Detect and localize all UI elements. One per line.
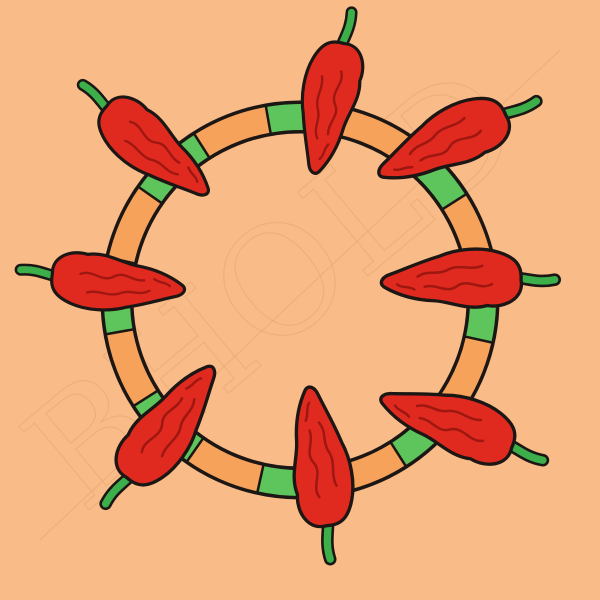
pepper xyxy=(76,78,210,197)
pepper-wrinkle xyxy=(423,282,494,291)
pepper-wrinkle xyxy=(140,397,184,454)
pepper-wrinkle xyxy=(79,271,146,282)
pepper-wrinkle xyxy=(317,421,338,487)
ring-divider xyxy=(464,335,493,344)
pepper-wrinkle xyxy=(395,283,416,291)
pepper xyxy=(292,385,355,566)
pepper xyxy=(300,6,365,175)
pepper-wrinkle xyxy=(160,397,196,458)
pepper-wrinkle xyxy=(86,289,151,296)
ring-divider xyxy=(389,441,407,467)
pepper-body xyxy=(292,385,355,529)
pepper-wrinkle xyxy=(304,401,311,422)
pepper-wrinkle xyxy=(416,264,484,278)
ring-divider xyxy=(256,464,265,493)
pepper-wrinkle xyxy=(124,139,180,176)
pepper-wrinkle xyxy=(393,404,411,418)
pepper-wrinkle xyxy=(153,277,172,288)
ring-divider xyxy=(264,105,272,134)
pepper xyxy=(99,364,217,511)
pepper-wrinkle xyxy=(415,404,483,422)
ring-divider xyxy=(441,193,467,211)
pepper-wrinkle xyxy=(314,75,324,140)
pepper-wrinkle xyxy=(326,70,343,136)
ring-divider xyxy=(133,389,159,407)
pepper-wrinkle xyxy=(419,129,483,162)
pepper-wrinkle xyxy=(418,416,485,442)
pepper-wrinkle xyxy=(185,377,203,390)
pepper-body xyxy=(114,364,217,487)
pepper-body xyxy=(379,247,523,309)
peppers xyxy=(14,6,562,566)
pepper xyxy=(377,94,543,180)
pepper-wrinkle xyxy=(408,116,466,156)
pepper-body xyxy=(50,251,187,312)
pepper-wrinkle xyxy=(318,143,330,161)
pepper-wrinkle xyxy=(393,165,414,172)
pepper-body xyxy=(97,95,210,197)
pepper xyxy=(379,247,562,309)
pepper-body xyxy=(300,40,365,175)
pepper-wrinkle xyxy=(187,166,199,184)
pepper-wrinkle xyxy=(128,120,181,164)
pepper xyxy=(379,391,550,467)
pepper-body xyxy=(377,96,512,180)
ring-divider xyxy=(105,328,134,336)
ring-divider xyxy=(193,133,211,159)
pepper-wrinkle xyxy=(308,429,321,499)
pepper xyxy=(14,251,187,312)
ring-divider xyxy=(185,437,205,463)
ring-divider xyxy=(137,185,163,205)
